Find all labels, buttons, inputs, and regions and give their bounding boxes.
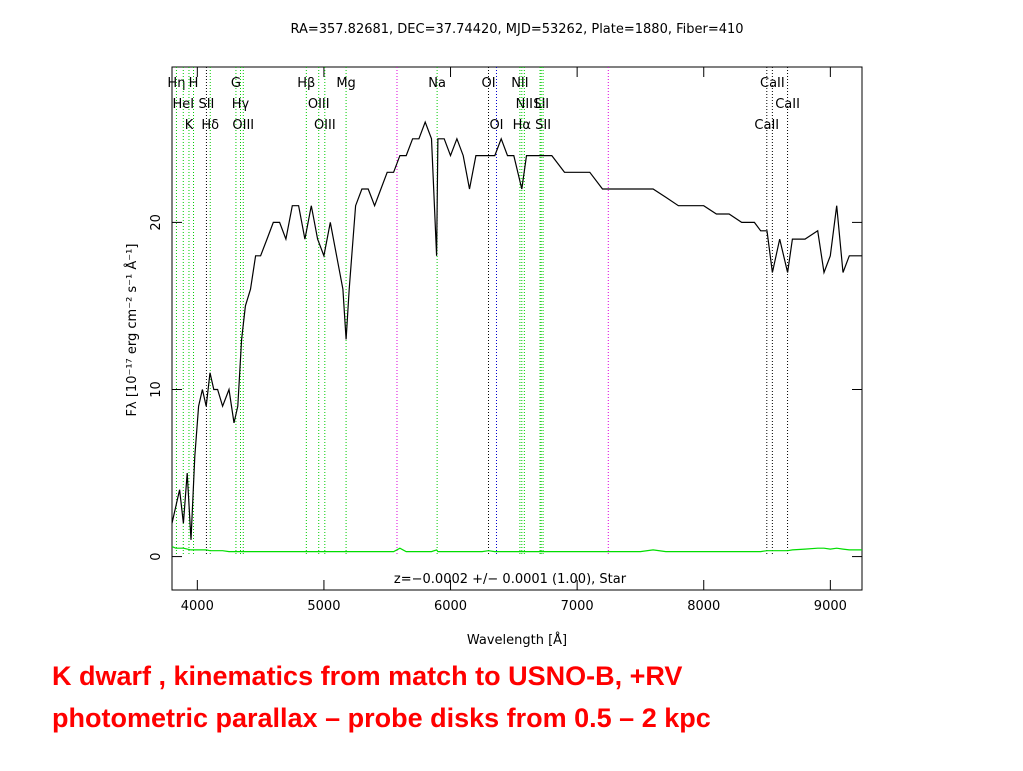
line-id-label: CaII — [754, 118, 779, 133]
line-id-label: CaII — [760, 76, 785, 91]
x-axis-label: Wavelength [Å] — [467, 632, 567, 648]
caption-line: K dwarf , kinematics from match to USNO-… — [52, 661, 682, 691]
line-id-label: H — [189, 76, 199, 91]
line-id-label: Hδ — [201, 118, 219, 133]
line-id-label: Hη — [167, 76, 185, 91]
spectrum-line — [171, 546, 862, 553]
x-tick-label: 9000 — [814, 599, 847, 614]
line-id-label: G — [231, 76, 241, 91]
x-tick-label: 4000 — [181, 599, 214, 614]
line-id-label: Mg — [336, 76, 355, 91]
spectrum-line — [171, 120, 862, 540]
line-id-label: OIII — [308, 97, 330, 112]
x-tick-label: 6000 — [434, 599, 467, 614]
line-id-label: K — [185, 118, 194, 133]
plot-frame — [171, 66, 863, 591]
line-id-label: HeI — [172, 97, 194, 112]
y-tick-label: 10 — [149, 381, 164, 398]
line-id-label: CaII — [775, 97, 800, 112]
line-id-label: Hα — [513, 118, 531, 133]
line-id-label: SII — [198, 97, 214, 112]
line-id-label: OI — [481, 76, 495, 91]
line-id-label: SII — [533, 97, 549, 112]
line-id-label: NII — [516, 97, 533, 112]
line-id-label: Hβ — [297, 76, 315, 91]
y-axis-label: Fλ [10⁻¹⁷ erg cm⁻² s⁻¹ Å⁻¹] — [124, 244, 140, 417]
chart-title: RA=357.82681, DEC=37.74420, MJD=53262, P… — [290, 22, 743, 37]
annotation: z=−0.0002 +/− 0.0001 (1.00), Star — [394, 572, 627, 587]
line-id-label: Li — [535, 97, 546, 112]
x-tick-label: 5000 — [307, 599, 340, 614]
line-id-label: SII — [535, 118, 551, 133]
y-tick-label: 20 — [149, 214, 164, 231]
x-tick-label: 7000 — [561, 599, 594, 614]
line-id-label: OIII — [314, 118, 336, 133]
x-tick-label: 8000 — [687, 599, 720, 614]
line-id-label: OI — [489, 118, 503, 133]
caption-line: photometric parallax – probe disks from … — [52, 703, 711, 733]
line-id-label: OIII — [232, 118, 254, 133]
line-id-label: NII — [511, 76, 528, 91]
y-tick-label: 0 — [149, 552, 164, 560]
line-id-label: Hγ — [232, 97, 250, 112]
line-id-label: Na — [428, 76, 446, 91]
